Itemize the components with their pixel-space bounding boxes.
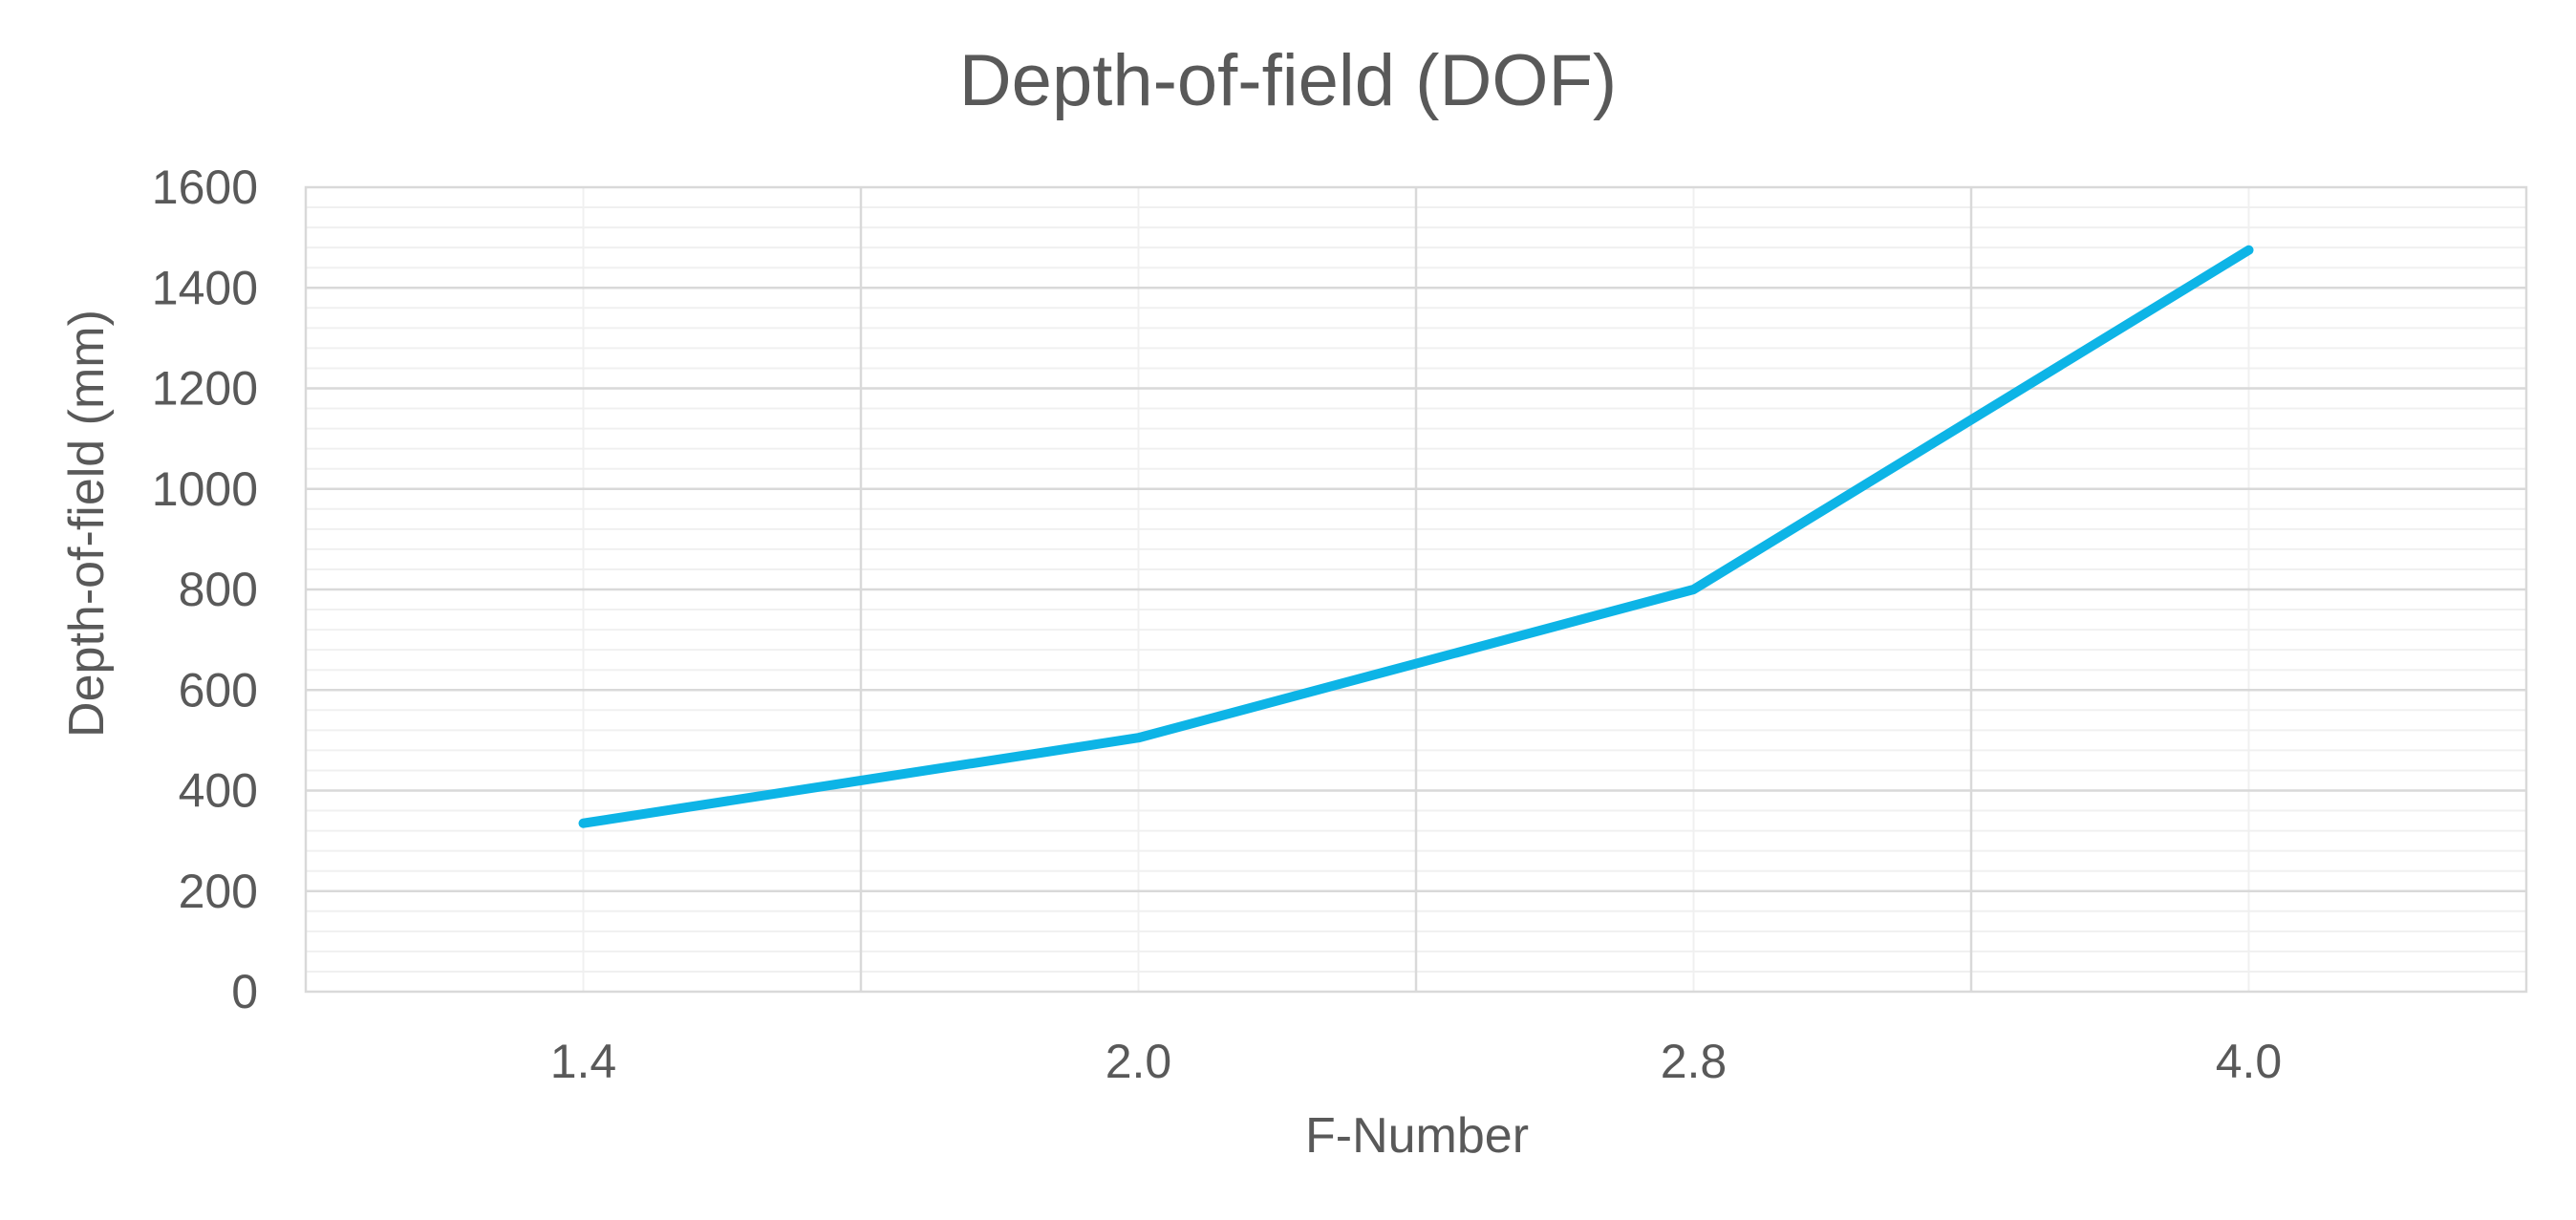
chart-title: Depth-of-field (DOF) [959,40,1617,121]
x-tick-label: 2.8 [1661,1035,1728,1088]
y-tick-label: 1200 [152,362,258,416]
y-tick-label: 800 [179,563,258,616]
gridlines [306,187,2526,992]
y-tick-label: 0 [231,965,258,1018]
x-tick-label: 4.0 [2216,1035,2283,1088]
y-tick-label: 600 [179,663,258,717]
y-tick-label: 1000 [152,462,258,516]
x-axis-title: F-Number [1305,1108,1529,1164]
x-tick-label: 1.4 [550,1035,617,1088]
y-tick-label: 1600 [152,161,258,214]
series-layer [578,245,2254,828]
x-tick-label: 2.0 [1106,1035,1172,1088]
plot-area [304,185,2528,994]
y-tick-label: 200 [179,865,258,918]
y-tick-label: 1400 [152,261,258,314]
y-axis-title: Depth-of-field (mm) [59,310,115,738]
series-line [578,245,2254,828]
y-axis-ticks: 0 200 400 600 800 1000 1200 1400 1600 [152,161,258,1018]
x-axis-ticks: 1.4 2.0 2.8 4.0 [550,1035,2283,1088]
y-tick-label: 400 [179,764,258,818]
